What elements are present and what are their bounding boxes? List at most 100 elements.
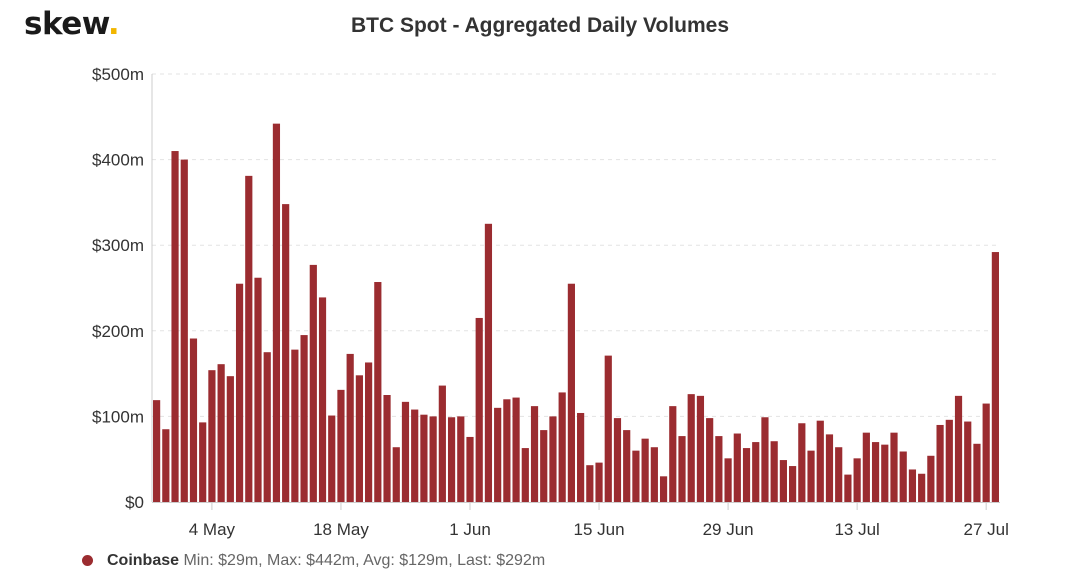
y-tick-label: $100m	[92, 407, 144, 426]
bar	[816, 420, 824, 502]
bar	[365, 362, 373, 502]
bar-chart: $0 $100m $200m $300m $400m $500m 4 May 18 May 1 …	[92, 65, 1009, 539]
bar	[687, 394, 695, 502]
bar	[355, 375, 363, 502]
bar	[429, 416, 437, 502]
x-tick-label: 27 Jul	[963, 520, 1008, 539]
bar	[862, 432, 870, 502]
bar	[300, 335, 308, 502]
bar	[309, 264, 317, 502]
bar	[789, 466, 797, 502]
bar	[586, 465, 594, 502]
bar	[272, 123, 281, 503]
bar	[696, 395, 705, 502]
bar	[825, 434, 834, 502]
bar	[927, 455, 935, 502]
x-tick-label: 29 Jun	[703, 520, 754, 539]
bar	[189, 338, 198, 502]
bar	[447, 417, 456, 502]
bar	[577, 412, 585, 502]
bar	[890, 432, 898, 502]
bar	[512, 397, 520, 502]
bar	[254, 277, 262, 502]
y-tick-label: $0	[125, 493, 144, 512]
legend-marker	[82, 555, 93, 567]
bar	[881, 444, 889, 502]
y-tick-label: $400m	[92, 151, 144, 170]
bar	[807, 450, 815, 502]
bar	[724, 458, 732, 502]
bar	[411, 409, 419, 502]
bar	[853, 458, 861, 502]
bar	[982, 403, 990, 502]
bar	[226, 376, 234, 502]
bar	[540, 430, 548, 502]
bar	[318, 297, 327, 502]
bar	[484, 223, 493, 503]
bar	[973, 443, 981, 502]
bar	[199, 422, 207, 502]
logo-text: skew	[24, 6, 108, 42]
bar	[623, 430, 631, 502]
bar	[337, 389, 345, 502]
bar	[475, 317, 483, 502]
bar	[383, 395, 391, 502]
bar	[835, 447, 843, 502]
legend-series-name: Coinbase	[107, 552, 180, 569]
bar	[798, 423, 806, 502]
bar	[779, 460, 787, 502]
legend[interactable]: Coinbase Min: $29m, Max: $442m, Avg: $12…	[82, 552, 545, 570]
bar	[918, 473, 926, 502]
bar	[945, 419, 953, 502]
x-tick-label: 1 Jun	[449, 520, 491, 539]
bar	[752, 442, 760, 502]
bar	[346, 353, 354, 502]
bar	[171, 151, 179, 503]
bar	[641, 438, 649, 502]
bar	[567, 283, 575, 502]
logo-dot: .	[107, 6, 120, 42]
bar	[401, 401, 410, 502]
bar	[954, 395, 963, 502]
x-tick-label: 4 May	[189, 520, 236, 539]
bar	[208, 370, 216, 502]
skew-logo: skew.	[24, 6, 120, 42]
bar	[235, 283, 244, 502]
bar	[217, 364, 225, 502]
bar	[549, 416, 557, 502]
bar	[991, 252, 999, 502]
bar	[282, 204, 290, 503]
bar	[613, 418, 622, 502]
x-tick-label: 13 Jul	[834, 520, 879, 539]
bar	[899, 451, 907, 502]
bar	[328, 415, 336, 502]
bar	[503, 399, 511, 502]
x-tick-label: 18 May	[313, 520, 369, 539]
bar	[604, 355, 612, 502]
bar	[761, 417, 769, 502]
x-tick-label: 15 Jun	[574, 520, 625, 539]
bar	[558, 392, 566, 502]
bar	[770, 441, 778, 502]
bar	[466, 436, 474, 502]
bar	[632, 450, 640, 502]
y-tick-label: $500m	[92, 65, 144, 84]
bar	[908, 469, 917, 502]
bar	[420, 414, 428, 502]
bar	[742, 448, 751, 502]
bar	[162, 429, 170, 502]
bar	[521, 448, 529, 502]
bar	[530, 406, 539, 502]
bar	[844, 474, 852, 502]
bar	[457, 416, 465, 502]
bar	[669, 406, 677, 502]
bar	[438, 385, 446, 502]
bar	[153, 400, 161, 502]
legend-series-stats: Min: $29m, Max: $442m, Avg: $129m, Last:…	[183, 552, 546, 569]
bar	[650, 447, 658, 502]
bar	[595, 462, 603, 502]
bar	[180, 159, 188, 502]
bar	[871, 442, 880, 502]
bar	[715, 436, 723, 502]
bar	[678, 436, 686, 502]
